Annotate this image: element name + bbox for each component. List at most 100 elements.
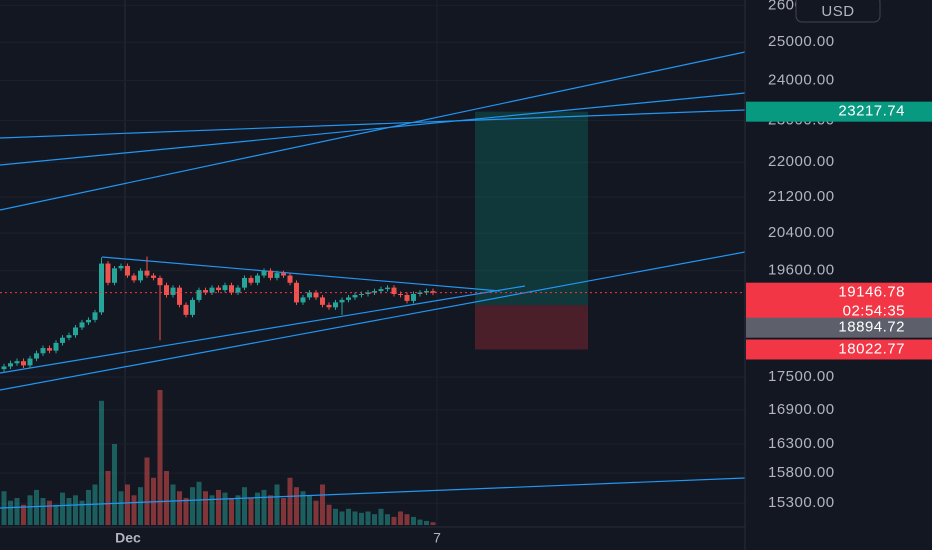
volume-bar (261, 489, 267, 525)
candle-body (417, 292, 423, 294)
candle-body (430, 291, 436, 293)
volume-bar (339, 511, 345, 525)
candle-body (216, 287, 221, 291)
volume-bar (66, 498, 72, 525)
candle-body (138, 270, 143, 281)
stop-label-bg (746, 339, 932, 360)
candle-body (320, 297, 325, 305)
x-tick-label: 7 (433, 530, 441, 546)
candle-body (105, 263, 111, 283)
target-zone (475, 111, 588, 306)
volume-bar (99, 400, 104, 525)
candle-body (209, 287, 215, 293)
candle-body (125, 265, 130, 276)
entry-label-bg (746, 317, 932, 338)
volume-bar (40, 498, 46, 525)
candle-body (378, 289, 384, 292)
last-price-label-bg (746, 282, 932, 303)
candles (0, 256, 745, 372)
candle-body (92, 312, 98, 320)
y-tick-label: 15800.00 (768, 464, 835, 481)
volume-bar (60, 492, 65, 525)
volume-bar (378, 508, 384, 525)
candle-body (411, 293, 416, 301)
volume-bar (131, 495, 137, 525)
volume-bar (183, 498, 189, 525)
trend-line (0, 109, 746, 139)
candle-body (268, 270, 273, 278)
candle-body (112, 268, 117, 283)
volume-bar (53, 504, 59, 525)
candle-body (372, 291, 377, 293)
candle-body (99, 263, 104, 313)
x-tick-label: Dec (115, 530, 141, 546)
grid (0, 4, 745, 504)
candle-body (21, 361, 26, 366)
volume-bar (21, 504, 26, 525)
candle-body (242, 277, 247, 288)
candle-body (229, 285, 234, 293)
candle-body (73, 327, 78, 336)
volume-bar (157, 390, 163, 525)
candle-body (40, 348, 46, 354)
candle-body (398, 293, 403, 295)
candle-body (352, 294, 358, 298)
trend-line (0, 92, 746, 166)
currency-button[interactable] (795, 0, 881, 23)
candle-body (255, 275, 260, 283)
y-tick-label: 19600.00 (768, 262, 835, 279)
trend-lines (0, 51, 746, 509)
volume-bar (112, 444, 117, 525)
position-box (475, 111, 588, 350)
candle-body (281, 273, 286, 276)
volume-bar (352, 511, 358, 525)
candle-body (346, 297, 351, 300)
candle-body (86, 319, 91, 323)
volume-bar (125, 484, 130, 525)
volume-bar (424, 520, 429, 525)
volume-bar (190, 487, 195, 525)
candle-body (385, 287, 390, 290)
y-tick-label: 16900.00 (768, 401, 835, 418)
volume-bar (300, 491, 306, 525)
volume-bar (235, 495, 241, 525)
candle-body (261, 270, 267, 276)
candle-body (391, 287, 397, 294)
trend-line (0, 477, 746, 509)
price-axis: 26000.0025000.0024000.0023000.0022000.00… (768, 0, 835, 511)
entry-label: 18894.72 (838, 319, 905, 336)
volume-bar (255, 492, 260, 525)
candle-body (164, 285, 169, 295)
volume-bar (170, 484, 176, 525)
volume-bar (34, 489, 39, 525)
candle-body (144, 270, 150, 276)
volume-bar (209, 495, 215, 525)
candle-body (424, 291, 429, 293)
candle-body (118, 265, 124, 269)
volume-bar (196, 481, 202, 525)
volume-bar (8, 500, 13, 525)
volume-bar (27, 495, 33, 525)
candle-body (203, 290, 208, 293)
candle-body (157, 277, 163, 286)
target-label-bg (746, 101, 932, 122)
volume-bar (307, 495, 312, 525)
volume-bar (242, 487, 247, 525)
volume-bar (47, 500, 52, 525)
volume-bar (313, 500, 319, 525)
target-label: 23217.74 (838, 103, 905, 120)
y-tick-label: 15300.00 (768, 494, 835, 511)
candle-body (1, 366, 7, 370)
volume-bar (164, 471, 169, 525)
y-tick-label: 16300.00 (768, 435, 835, 452)
candle-body (131, 275, 137, 281)
volume-bar (268, 495, 273, 525)
volume-bar (248, 498, 254, 525)
volume-bar (73, 495, 78, 525)
candle-body (248, 277, 254, 283)
trend-line (0, 51, 746, 211)
candle-body (79, 322, 85, 328)
volume-bar (118, 491, 124, 525)
